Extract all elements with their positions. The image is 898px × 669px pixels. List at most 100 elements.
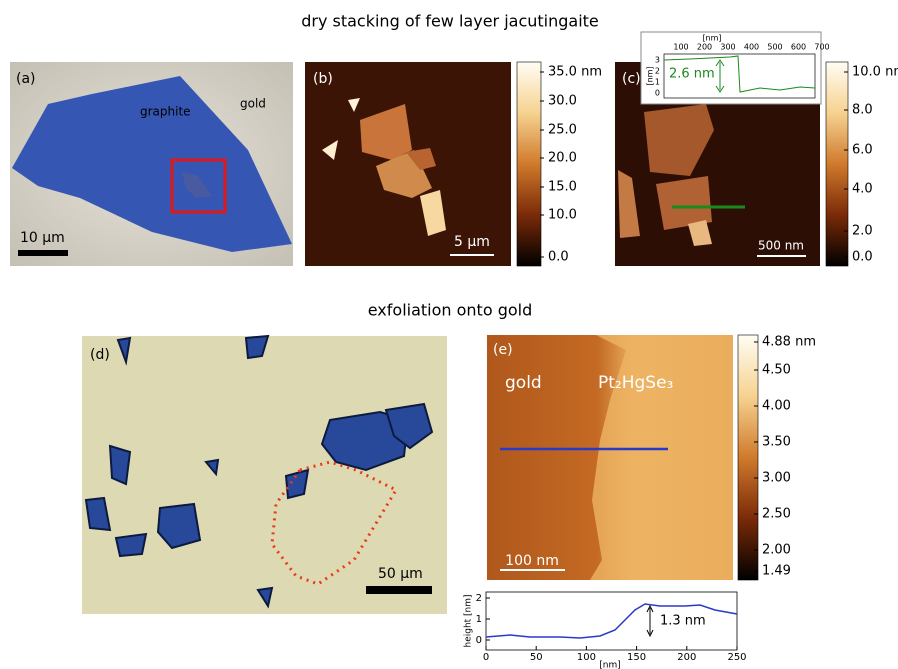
colorbar-label: 3.50 (762, 435, 791, 450)
x-tick-label: 250 (727, 652, 746, 663)
profile-plot: 1.3 nm height [nm] [nm] (464, 591, 738, 669)
scale-bar-label: 500 nm (758, 239, 804, 253)
axis-label: height [nm] (464, 594, 474, 647)
flake (656, 176, 712, 230)
y-tick-label: 1 (476, 614, 482, 625)
arrow-heads (646, 604, 654, 638)
x-tick-label: 300 (720, 43, 735, 52)
region-label: gold (240, 97, 266, 111)
flake (182, 172, 212, 198)
inset-background (640, 31, 822, 105)
plot-frame (485, 591, 738, 651)
colorbar-label: 2.00 (762, 543, 791, 558)
colorbar-label: 2.50 (762, 507, 791, 522)
colorbar-label: 6.0 (852, 143, 873, 158)
scale-bar-label: 5 μm (454, 234, 490, 250)
colorbar-label: 20.0 (548, 151, 577, 166)
flake (618, 170, 640, 238)
graphite-flake (12, 76, 292, 252)
panel-label: (e) (493, 342, 513, 358)
colorbar-label: 30.0 (548, 94, 577, 109)
flake-region (590, 335, 733, 580)
y-tick-label: 1 (655, 78, 660, 87)
step-label: 2.6 nm (669, 67, 715, 82)
scale-bar (450, 254, 494, 256)
inset: 2.6 nm [nm] [nm] (640, 31, 822, 105)
panel-c: (c) 500 nm 2.6 nm [nm] [nm] (615, 31, 849, 267)
scale-bar (757, 255, 806, 257)
colorbar-label: 25.0 (548, 123, 577, 138)
scale-bar-label: 50 μm (378, 566, 423, 582)
inset-frame (663, 53, 816, 99)
micrograph (82, 336, 447, 614)
panel-label: (a) (16, 71, 36, 87)
colorbar-label: 0.0 (548, 250, 569, 265)
flake (360, 104, 412, 160)
arrow-heads (715, 59, 725, 93)
outline (270, 460, 399, 586)
x-tick-label: 100 (577, 652, 596, 663)
flake (322, 140, 338, 160)
y-tick-label: 2 (476, 593, 482, 604)
x-tick-label: 600 (791, 43, 806, 52)
colorbar-label: 10.0 (548, 208, 577, 223)
scale-bar (500, 569, 565, 571)
panel-e: (e) gold Pt₂HgSe₃ 100 nm 1.3 nm height [… (464, 334, 759, 669)
flakes (84, 334, 434, 609)
x-tick-label: 200 (677, 652, 696, 663)
inset-profile (663, 55, 816, 93)
colorbar-label: 10.0 nm (852, 65, 898, 80)
step-label: 1.3 nm (660, 614, 706, 629)
y-tick-label: 2 (655, 67, 660, 76)
panel-d: (d) 50 μm (82, 334, 447, 614)
colorbar-label: 1.49 (762, 564, 791, 579)
axis-unit: [nm] (599, 661, 621, 669)
x-tick-label: 400 (744, 43, 759, 52)
panel-b: (b) 5 μm (305, 61, 542, 267)
colorbar (737, 334, 759, 581)
scale-bar (18, 250, 68, 256)
colorbar-label: 35.0 nm (548, 65, 602, 80)
flake (406, 148, 436, 170)
scale-bar-label: 100 nm (505, 553, 559, 569)
height-profile (485, 603, 738, 639)
region-label: Pt₂HgSe₃ (598, 373, 673, 393)
colorbar (516, 61, 542, 267)
colorbar-label: 3.00 (762, 471, 791, 486)
scale-bar-label: 10 μm (20, 230, 65, 246)
y-tick-label: 3 (655, 56, 660, 65)
x-tick-label: 50 (530, 652, 543, 663)
colorbar-label: 4.88 nm (762, 335, 816, 350)
x-tick-label: 150 (627, 652, 646, 663)
colorbar-label: 4.00 (762, 399, 791, 414)
axis-unit: [nm] (646, 66, 655, 85)
panel-label: (b) (313, 71, 333, 87)
flake (688, 220, 712, 246)
scale-bar (366, 586, 432, 594)
x-tick-label: 0 (483, 652, 489, 663)
section-title: dry stacking of few layer jacutingaite (301, 12, 599, 31)
colorbar-label: 4.50 (762, 363, 791, 378)
x-tick-label: 200 (697, 43, 712, 52)
colorbar-label: 2.0 (852, 224, 873, 239)
flake (420, 190, 446, 236)
flake (644, 104, 714, 176)
x-tick-label: 100 (673, 43, 688, 52)
panel-a: (a) graphite gold 10 μm (10, 62, 293, 266)
region-label: graphite (140, 105, 191, 119)
region-label: gold (505, 373, 542, 393)
x-tick-label: 500 (767, 43, 782, 52)
y-tick-label: 0 (655, 89, 660, 98)
highlight-box (170, 158, 227, 214)
panel-label: (d) (90, 347, 110, 363)
y-tick-label: 0 (476, 635, 482, 646)
panel-label: (c) (622, 71, 641, 87)
colorbar-label: 0.0 (852, 250, 873, 265)
axis-unit: [nm] (702, 34, 721, 43)
section-title: exfoliation onto gold (368, 301, 533, 320)
flake (348, 98, 360, 112)
colorbar-label: 8.0 (852, 103, 873, 118)
x-tick-label: 700 (814, 43, 829, 52)
colorbar (825, 61, 849, 267)
